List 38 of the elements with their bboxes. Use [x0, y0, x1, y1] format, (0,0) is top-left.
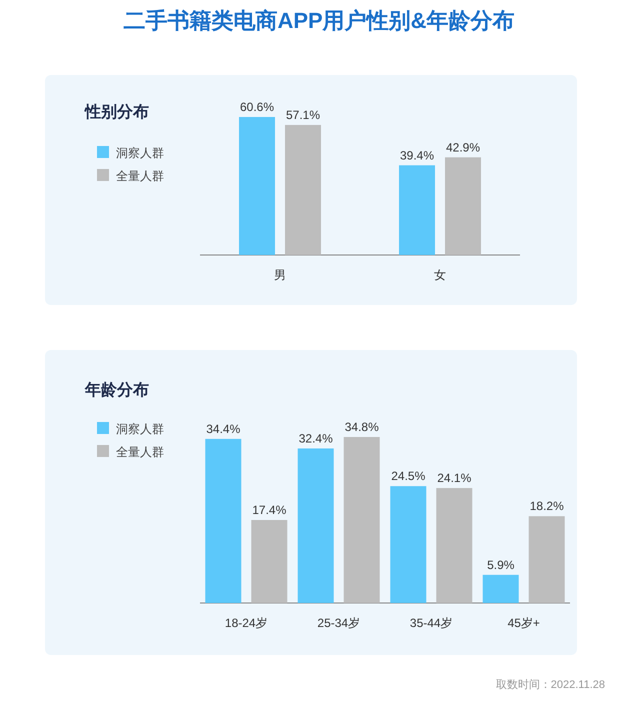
data-label: 5.9% [487, 558, 515, 572]
legend-label: 洞察人群 [116, 146, 164, 160]
bar [436, 488, 472, 603]
data-label: 34.4% [206, 422, 241, 436]
data-label: 60.6% [240, 100, 274, 114]
bar [344, 437, 380, 603]
bar [390, 486, 426, 603]
x-tick-label: 25-34岁 [317, 616, 360, 630]
legend-label: 全量人群 [116, 169, 164, 183]
x-tick-label: 18-24岁 [224, 616, 268, 630]
bar [205, 438, 242, 603]
bar [298, 448, 334, 603]
data-label: 57.1% [286, 108, 320, 122]
x-tick-label: 女 [434, 268, 446, 282]
data-label: 39.4% [400, 148, 434, 162]
bar [445, 157, 481, 255]
data-label: 24.1% [437, 471, 472, 486]
bar [285, 124, 321, 255]
bar [528, 516, 565, 603]
legend-label: 全量人群 [116, 445, 164, 459]
bar [239, 117, 275, 255]
x-tick-label: 男 [274, 268, 286, 282]
data-label: 42.9% [446, 140, 480, 154]
chart-title: 性别分布 [84, 103, 149, 121]
x-tick-label: 35-44岁 [410, 616, 453, 630]
bar [399, 165, 435, 255]
data-label: 24.5% [391, 469, 426, 484]
chart-title: 年龄分布 [84, 381, 149, 399]
text: 取数时间：2022.11.28 [496, 678, 605, 691]
bar [251, 520, 288, 603]
legend-label: 洞察人群 [116, 422, 164, 436]
data-label: 18.2% [530, 499, 564, 514]
text: 二手书籍类电商APP用户性别&年龄分布 [123, 8, 515, 33]
bar [482, 574, 519, 603]
data-label: 34.8% [344, 420, 380, 434]
data-label: 32.4% [298, 431, 334, 446]
x-tick-label: 45岁+ [508, 616, 540, 630]
data-label: 17.4% [252, 503, 287, 517]
